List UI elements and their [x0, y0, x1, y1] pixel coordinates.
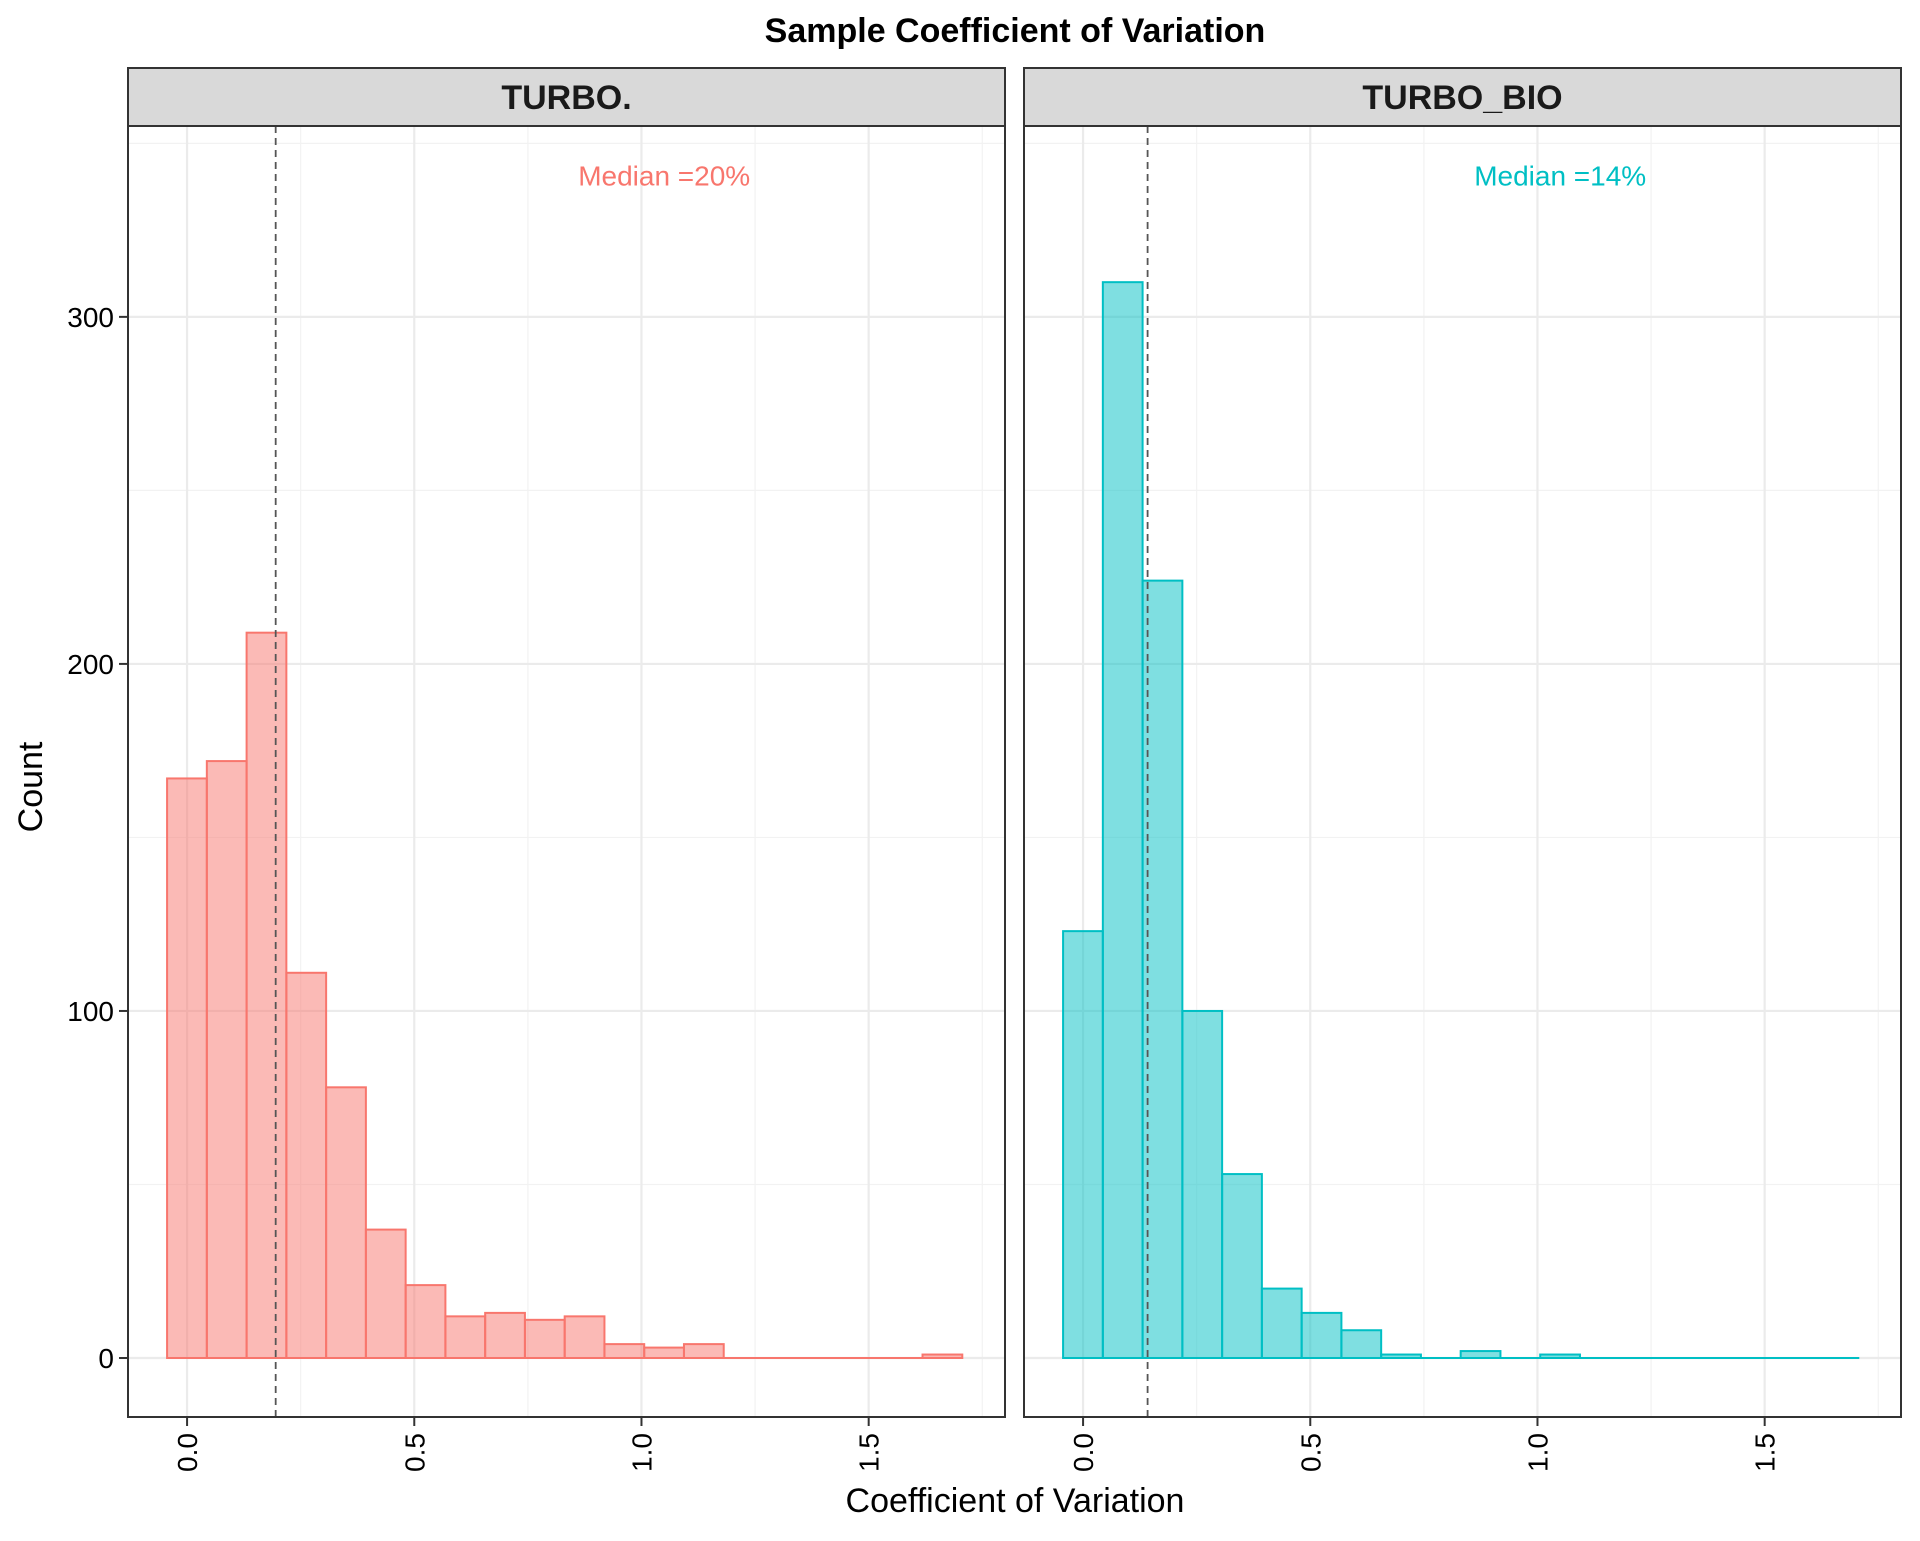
x-tick-label: 1.5: [854, 1433, 885, 1472]
histogram-bar: [1103, 282, 1143, 1358]
facet-strip-label: TURBO_BIO: [1362, 79, 1562, 117]
histogram-bar: [406, 1285, 446, 1358]
histogram-bar: [923, 1355, 963, 1358]
histogram-bar: [326, 1087, 366, 1358]
histogram-bar: [644, 1348, 684, 1358]
facet-strip-label: TURBO.: [501, 79, 631, 117]
histogram-bar: [1302, 1313, 1342, 1358]
x-tick-label: 1.0: [1522, 1433, 1553, 1472]
y-tick-label: 0: [98, 1343, 114, 1374]
x-tick-label: 1.5: [1750, 1433, 1781, 1472]
y-axis-label: Count: [12, 741, 50, 832]
x-tick-label: 0.5: [1295, 1433, 1326, 1472]
facet-panel-1: TURBO. Median =20% 0.0 0.5 1.0 1.5 0 100 200 300: [67, 68, 1005, 1472]
histogram-bar: [684, 1344, 724, 1358]
histogram-bar: [1182, 1011, 1222, 1358]
x-axis-label: Coefficient of Variation: [846, 1482, 1185, 1520]
histogram-bar: [1381, 1355, 1421, 1358]
chart-title: Sample Coefficient of Variation: [765, 12, 1266, 50]
x-tick-label: 0.5: [399, 1433, 430, 1472]
histogram-bar: [1143, 581, 1183, 1358]
histogram-bar: [247, 633, 287, 1358]
histogram-bar: [1341, 1330, 1381, 1358]
facet-panel-2: TURBO_BIO Median =14% 0.0 0.5 1.0 1.5: [1024, 68, 1901, 1472]
histogram-bar: [1262, 1289, 1302, 1358]
histogram-bar: [525, 1320, 565, 1358]
histogram-bar: [207, 761, 247, 1358]
histogram-bar: [445, 1316, 485, 1358]
histogram-bar: [1222, 1174, 1262, 1358]
y-tick-label: 300: [67, 302, 114, 333]
histogram-bar: [1540, 1355, 1580, 1358]
y-tick-label: 100: [67, 996, 114, 1027]
median-annotation: Median =14%: [1474, 161, 1646, 192]
y-tick-label: 200: [67, 649, 114, 680]
histogram-bar: [366, 1230, 406, 1358]
histogram-bar: [1461, 1351, 1501, 1358]
median-annotation: Median =20%: [578, 161, 750, 192]
histogram-bar: [604, 1344, 644, 1358]
x-tick-label: 1.0: [626, 1433, 657, 1472]
histogram-bar: [286, 973, 326, 1358]
x-tick-label: 0.0: [172, 1433, 203, 1472]
histogram-bar: [167, 778, 207, 1358]
x-tick-label: 0.0: [1068, 1433, 1099, 1472]
histogram-bar: [565, 1316, 605, 1358]
histogram-bar: [485, 1313, 525, 1358]
histogram-bar: [1063, 931, 1103, 1358]
